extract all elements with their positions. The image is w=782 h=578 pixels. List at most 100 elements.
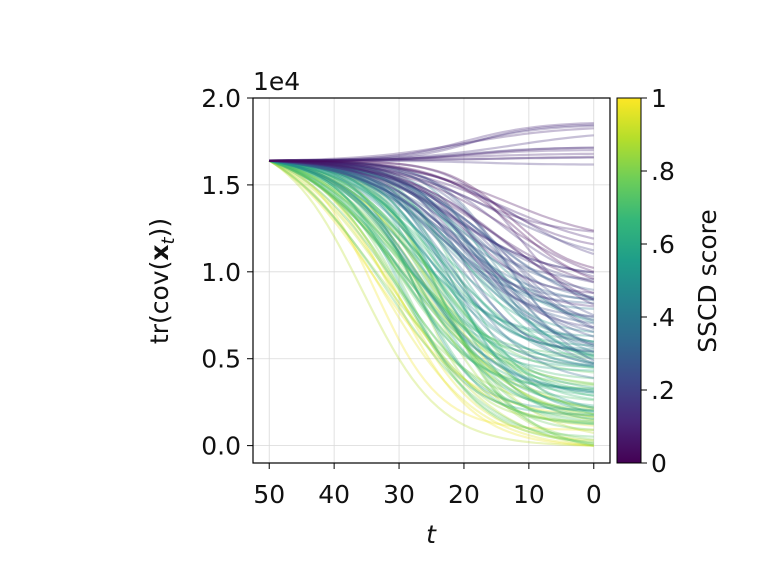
series-curve <box>269 159 594 369</box>
series-curve <box>269 159 594 367</box>
series-curve <box>268 159 594 370</box>
series-curve <box>269 159 594 411</box>
series-curve <box>268 159 594 412</box>
series-curve <box>269 159 595 331</box>
series-curve <box>269 134 594 162</box>
x-tick-label: 20 <box>448 480 480 509</box>
series-curve <box>269 159 595 333</box>
series-curve <box>269 159 594 305</box>
y-tick-label: 1.5 <box>201 171 241 200</box>
series-curve <box>269 159 594 166</box>
series-curve <box>269 159 595 301</box>
colorbar-tick-label: 0 <box>651 449 667 478</box>
series-curve <box>269 159 594 379</box>
series-curve <box>269 159 595 362</box>
series-curve <box>269 159 595 365</box>
plot-curves <box>268 122 595 447</box>
series-curve <box>268 159 594 444</box>
series-curve <box>268 159 594 416</box>
series-curve <box>269 159 594 431</box>
series-curve <box>269 159 595 321</box>
y-axis-label: tr(cov(xt)) <box>145 218 179 344</box>
series-curve <box>269 159 594 301</box>
series-curve <box>269 159 594 334</box>
series-curve <box>268 159 594 416</box>
series-curve <box>269 159 594 422</box>
series-curve <box>268 159 594 385</box>
series-curve <box>269 159 595 365</box>
series-curve <box>269 159 594 426</box>
series-curve <box>269 159 594 299</box>
series-curve <box>269 159 595 324</box>
series-curve <box>269 159 594 368</box>
x-tick-label: 50 <box>253 480 285 509</box>
series-curve <box>269 159 595 398</box>
series-curve <box>268 159 594 447</box>
series-curve <box>269 159 595 329</box>
series-curve <box>268 159 594 397</box>
series-curve <box>268 159 594 419</box>
series-curve <box>269 159 594 421</box>
series-curve <box>269 159 595 344</box>
series-curve <box>268 159 594 445</box>
series-curve <box>269 159 595 240</box>
series-curve <box>269 159 594 274</box>
series-curve <box>268 159 594 425</box>
series-curve <box>269 156 594 162</box>
series-curve <box>269 123 594 162</box>
y-axis-ticks: 0.0 0.5 1.0 1.5 2.0 <box>201 84 253 461</box>
series-curve <box>269 159 595 299</box>
series-curve <box>269 159 595 349</box>
series-curve <box>269 159 595 273</box>
y-offset-text: 1e4 <box>253 67 300 96</box>
series-curve <box>268 159 594 420</box>
series-curve <box>269 159 594 308</box>
series-curve <box>269 159 594 409</box>
colorbar-tick-label: .4 <box>651 303 675 332</box>
y-tick-label: 0.0 <box>201 432 241 461</box>
series-curve <box>269 149 594 162</box>
series-curve <box>269 159 595 346</box>
series-curve <box>269 159 595 366</box>
series-curve <box>268 159 594 442</box>
series-curve <box>269 159 595 348</box>
series-curve <box>269 159 595 356</box>
series-curve <box>268 159 594 390</box>
series-curve <box>269 159 594 338</box>
series-curve <box>269 159 594 351</box>
series-curve <box>268 159 594 343</box>
series-curve <box>269 159 594 274</box>
y-tick-label: 0.5 <box>201 345 241 374</box>
series-curve <box>269 159 594 413</box>
series-curve <box>269 159 594 372</box>
series-curve <box>269 159 595 283</box>
series-curve <box>269 159 595 344</box>
series-curve <box>269 159 595 232</box>
series-curve <box>269 159 594 418</box>
series-curve <box>269 159 595 281</box>
series-curve <box>269 159 594 374</box>
series-curve <box>268 159 594 447</box>
series-curve <box>269 159 594 302</box>
series-curve <box>268 159 594 393</box>
series-curve <box>268 159 594 418</box>
series-curve <box>269 159 595 301</box>
series-curve <box>268 159 594 357</box>
series-curve <box>269 159 595 252</box>
series-curve <box>269 122 594 162</box>
colorbar-label: SSCD score <box>693 209 722 353</box>
series-curve <box>269 159 594 359</box>
series-curve <box>269 146 594 162</box>
y-tick-label: 1.0 <box>201 258 241 287</box>
series-curve <box>269 159 595 269</box>
series-curve <box>268 159 594 447</box>
series-curve <box>269 159 594 353</box>
series-curve <box>269 159 595 322</box>
series-curve <box>269 159 594 389</box>
series-curve <box>269 159 594 413</box>
series-curve <box>269 159 595 295</box>
series-curve <box>269 159 594 416</box>
series-curve <box>269 146 594 162</box>
series-curve <box>269 159 594 425</box>
